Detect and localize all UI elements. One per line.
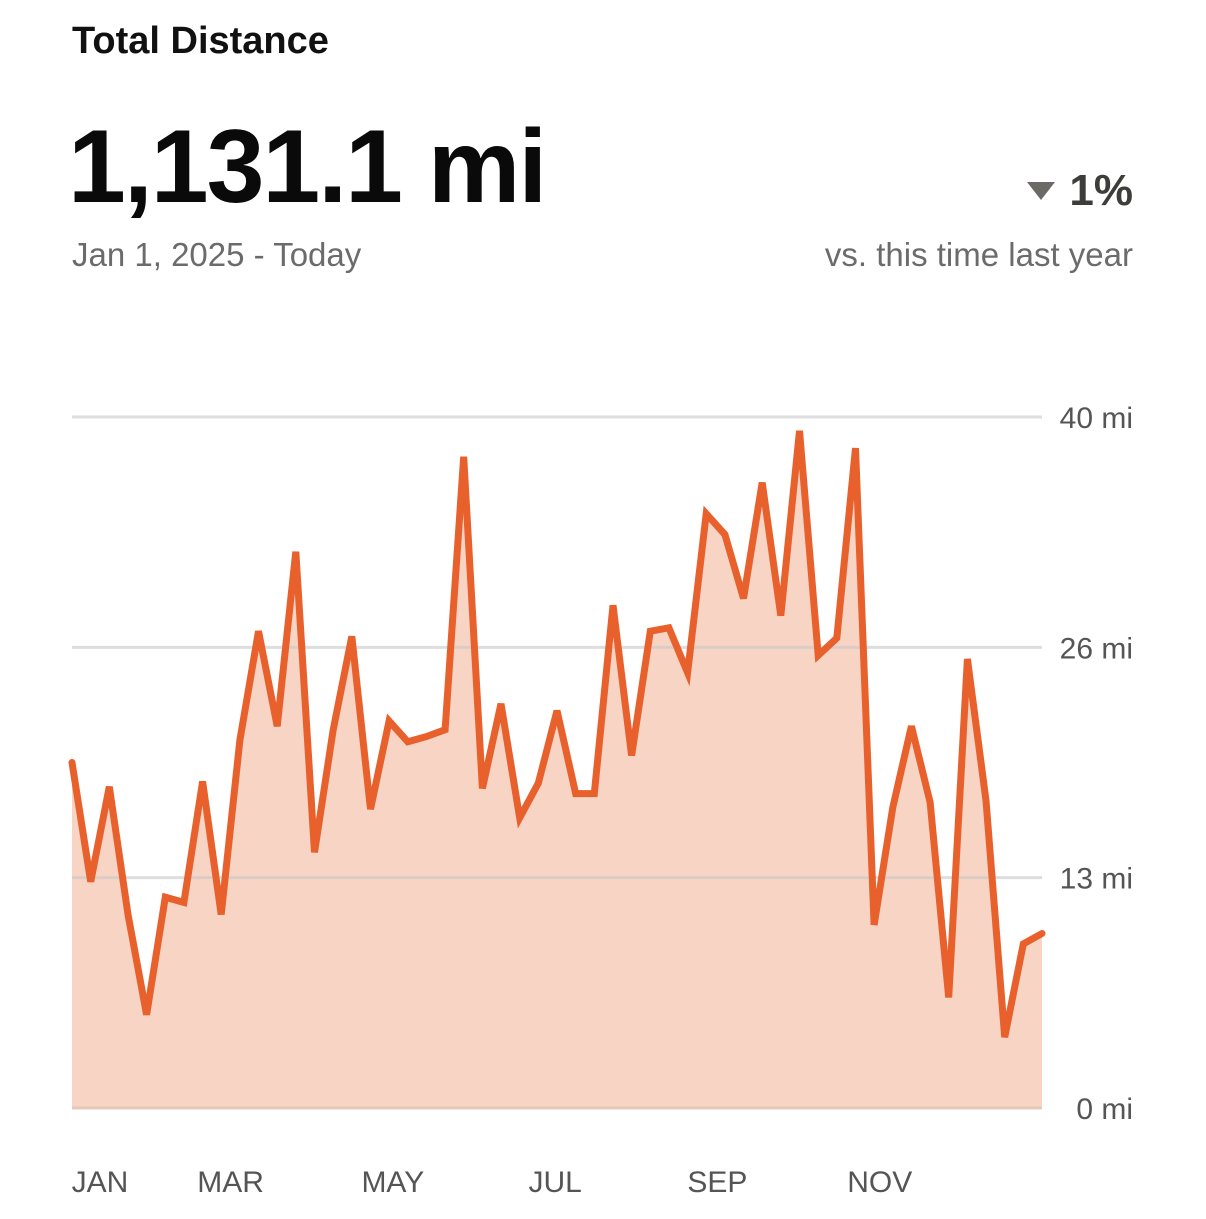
- y-tick-label: 26 mi: [1060, 632, 1133, 665]
- x-tick-label: MAY: [361, 1166, 424, 1199]
- x-tick-label: JUL: [528, 1166, 581, 1199]
- change-caption: vs. this time last year: [824, 236, 1133, 273]
- triangle-down-icon: [1027, 182, 1056, 200]
- y-tick-label: 40 mi: [1060, 402, 1133, 435]
- area-fill: [72, 430, 1042, 1108]
- x-tick-label: NOV: [847, 1166, 912, 1199]
- y-tick-label: 13 mi: [1060, 863, 1133, 896]
- change-value: 1%: [1069, 166, 1133, 215]
- change-indicator: 1%: [1027, 166, 1133, 216]
- date-range: Jan 1, 2025 - Today: [72, 236, 362, 273]
- y-tick-label: 0 mi: [1076, 1093, 1133, 1126]
- chart-title: Total Distance: [72, 20, 329, 62]
- x-tick-label: JAN: [72, 1166, 129, 1199]
- x-tick-label: SEP: [687, 1166, 747, 1199]
- total-distance-value: 1,131.1 mi: [68, 109, 547, 225]
- x-tick-label: MAR: [197, 1166, 264, 1199]
